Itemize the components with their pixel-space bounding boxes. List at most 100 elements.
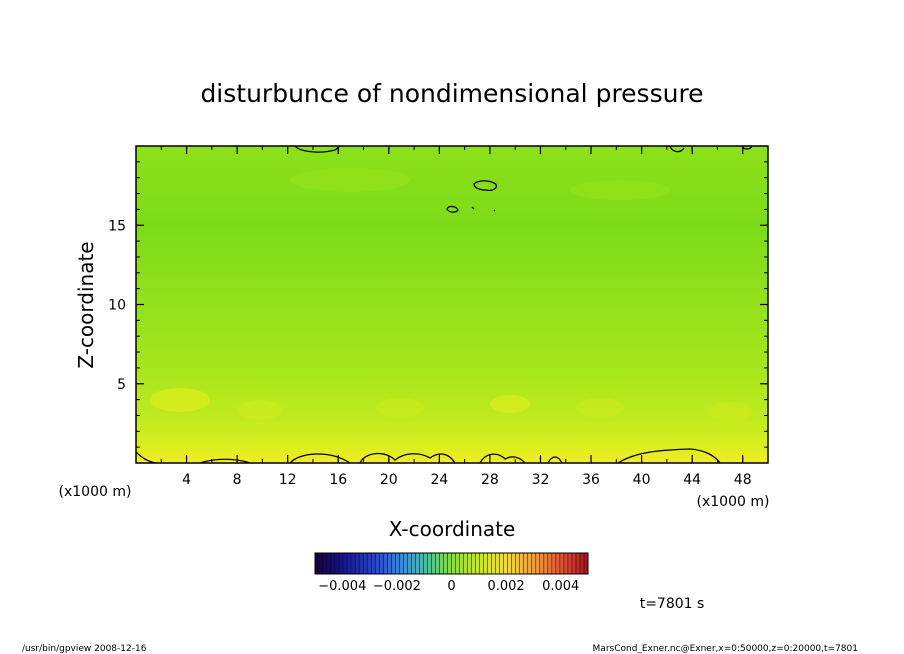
- colorbar-cell: [359, 553, 364, 574]
- x-tick-label: 12: [279, 472, 297, 488]
- contour-line: [446, 205, 459, 213]
- field-blob: [708, 402, 752, 422]
- field-blob: [290, 168, 410, 192]
- colorbar-tick-label: −0.004: [318, 579, 366, 594]
- footer-right: MarsCond_Exner.nc@Exner,x=0:50000,z=0:20…: [593, 644, 858, 654]
- contour-line: [479, 453, 526, 463]
- colorbar-cell: [471, 553, 476, 574]
- x-tick-label: 20: [380, 472, 398, 488]
- colorbar-cell: [319, 553, 324, 574]
- colorbar-cell: [327, 553, 332, 574]
- colorbar-cell: [355, 553, 360, 574]
- axis-ticks: [136, 146, 768, 463]
- contour-line: [359, 452, 456, 463]
- colorbar-cell: [463, 553, 468, 574]
- contour-line: [547, 456, 563, 463]
- heatmap-field: [136, 146, 768, 463]
- contour-line: [493, 209, 496, 212]
- colorbar-cell: [371, 553, 376, 574]
- colorbar-tick-label: 0.002: [487, 579, 524, 594]
- colorbar-cell: [339, 553, 344, 574]
- chart-title: disturbunce of nondimensional pressure: [200, 79, 703, 108]
- contour-line: [473, 180, 498, 192]
- y-tick-label: 5: [117, 377, 126, 393]
- x-tick-label: 8: [233, 472, 242, 488]
- colorbar-tick-label: 0.004: [542, 579, 579, 594]
- x-tick-label: 32: [532, 472, 550, 488]
- colorbar-cell: [367, 553, 372, 574]
- y-axis-label: Z-coordinate: [74, 241, 98, 368]
- colorbar-cell: [335, 553, 340, 574]
- colorbar-cell: [487, 553, 492, 574]
- y-tick-labels: 5 10 15: [108, 218, 126, 393]
- x-unit-right: (x1000 m): [697, 494, 770, 510]
- colorbar-cell: [431, 553, 436, 574]
- colorbar-cell: [495, 553, 500, 574]
- colorbar-cell: [531, 553, 536, 574]
- colorbar-cell: [491, 553, 496, 574]
- field-blob: [150, 388, 210, 412]
- colorbar-cell: [423, 553, 428, 574]
- colorbar: −0.004 −0.002 0 0.002 0.004: [314, 552, 589, 594]
- colorbar-cell: [479, 553, 484, 574]
- field-blob: [576, 398, 624, 418]
- colorbar-labels: −0.004 −0.002 0 0.002 0.004: [318, 579, 579, 594]
- colorbar-cell: [403, 553, 408, 574]
- colorbar-cell: [323, 553, 328, 574]
- x-axis-label: X-coordinate: [389, 517, 516, 541]
- colorbar-cell: [567, 553, 572, 574]
- colorbar-cell: [435, 553, 440, 574]
- colorbar-cell: [331, 553, 336, 574]
- x-tick-label: 44: [683, 472, 701, 488]
- colorbar-cell: [383, 553, 388, 574]
- colorbar-cell: [447, 553, 452, 574]
- colorbar-cell: [415, 553, 420, 574]
- colorbar-cell: [347, 553, 352, 574]
- field-blob: [238, 400, 282, 420]
- colorbar-cell: [519, 553, 524, 574]
- time-label: t=7801 s: [640, 596, 705, 612]
- field-blob: [570, 180, 670, 200]
- contour-line: [471, 206, 475, 210]
- colorbar-cell: [387, 553, 392, 574]
- colorbar-cell: [475, 553, 480, 574]
- colorbar-cell: [379, 553, 384, 574]
- colorbar-cell: [439, 553, 444, 574]
- colorbar-cell: [391, 553, 396, 574]
- colorbar-cell: [419, 553, 424, 574]
- contour-line: [294, 146, 341, 153]
- colorbar-cell: [527, 553, 532, 574]
- x-tick-label: 36: [582, 472, 600, 488]
- colorbar-cell: [559, 553, 564, 574]
- contour-lines: [136, 146, 753, 463]
- colorbar-cell: [343, 553, 348, 574]
- x-tick-label: 4: [182, 472, 191, 488]
- colorbar-cell: [583, 553, 588, 574]
- y-tick-label: 10: [108, 298, 126, 314]
- colorbar-cell: [511, 553, 516, 574]
- x-unit-left: (x1000 m): [59, 484, 132, 500]
- contour-line: [617, 448, 721, 463]
- x-tick-label: 28: [481, 472, 499, 488]
- x-tick-label: 40: [633, 472, 651, 488]
- x-tick-label: 48: [734, 472, 752, 488]
- colorbar-cell: [551, 553, 556, 574]
- colorbar-cell: [483, 553, 488, 574]
- colorbar-cell: [315, 553, 320, 574]
- colorbar-cell: [507, 553, 512, 574]
- contour-line: [289, 453, 351, 463]
- contour-line: [199, 458, 251, 463]
- field-blob: [376, 398, 424, 418]
- colorbar-cell: [395, 553, 400, 574]
- plot-area: [135, 145, 769, 464]
- colorbar-cell: [399, 553, 404, 574]
- footer-left: /usr/bin/gpview 2008-12-16: [22, 644, 147, 654]
- x-tick-labels: 4 8 12 16 20 24 28 32 36 40 44 48: [182, 472, 752, 488]
- colorbar-cell: [351, 553, 356, 574]
- colorbar-cell: [407, 553, 412, 574]
- colorbar-cell: [563, 553, 568, 574]
- colorbar-cell: [411, 553, 416, 574]
- field-blob: [490, 395, 530, 413]
- heatmap-texture: [150, 168, 752, 422]
- colorbar-cell: [427, 553, 432, 574]
